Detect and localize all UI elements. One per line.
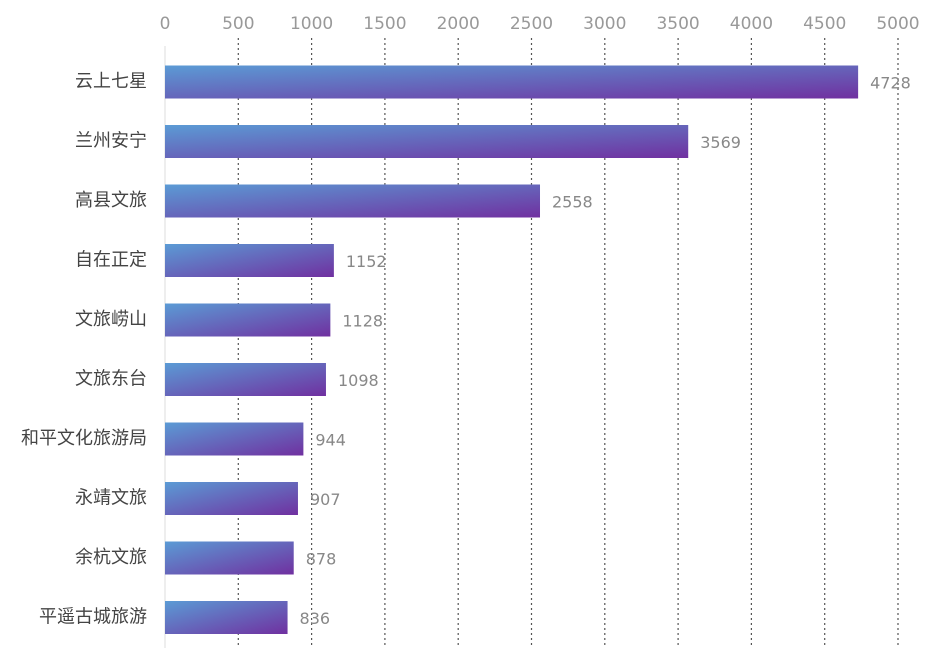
bar (165, 601, 288, 634)
x-tick-label: 0 (160, 14, 171, 34)
value-label: 4728 (870, 74, 911, 93)
value-label: 907 (310, 490, 341, 509)
bar (165, 541, 294, 575)
bar (165, 125, 689, 158)
x-tick-label: 5000 (876, 14, 919, 34)
category-label: 和平文化旅游局 (21, 428, 147, 449)
category-label: 云上七星 (75, 71, 147, 92)
category-label: 自在正定 (75, 250, 147, 271)
value-label: 944 (315, 431, 346, 450)
x-tick-label: 1000 (290, 14, 333, 34)
category-label: 兰州安宁 (75, 131, 147, 152)
x-tick-label: 500 (222, 14, 254, 34)
value-label: 878 (306, 550, 337, 569)
bar (165, 184, 541, 218)
category-label: 高县文旅 (75, 190, 147, 211)
x-tick-label: 2500 (510, 14, 553, 34)
category-label: 文旅东台 (75, 369, 147, 390)
category-label: 文旅崂山 (75, 309, 147, 330)
bar (165, 303, 331, 337)
bar (165, 363, 326, 396)
category-label: 余杭文旅 (75, 547, 147, 568)
x-tick-label: 2000 (437, 14, 480, 34)
value-label: 836 (300, 609, 331, 628)
value-label: 1128 (342, 312, 383, 331)
value-label: 1098 (338, 371, 379, 390)
category-label: 永靖文旅 (75, 488, 147, 509)
value-label: 3569 (700, 133, 741, 152)
category-label: 平遥古城旅游 (39, 607, 147, 628)
bar (165, 482, 298, 515)
x-axis-ticks: 0 500 1000 1500 2000 2500 3000 3500 4000 4500 5000 (160, 14, 920, 34)
x-tick-label: 4000 (730, 14, 773, 34)
x-tick-label: 4500 (803, 14, 846, 34)
value-label: 1152 (346, 252, 387, 271)
bar (165, 65, 859, 99)
category-labels: 云上七星兰州安宁高县文旅自在正定文旅崂山文旅东台和平文化旅游局永靖文旅余杭文旅平… (21, 71, 147, 628)
bar (165, 422, 304, 456)
x-tick-label: 3000 (583, 14, 626, 34)
x-tick-label: 1500 (363, 14, 406, 34)
x-tick-label: 3500 (656, 14, 699, 34)
value-labels: 4728 3569 2558 1152 1128 1098 944 907 878 836 (300, 74, 911, 629)
bars (165, 65, 859, 634)
bar (165, 244, 334, 277)
value-label: 2558 (552, 193, 593, 212)
